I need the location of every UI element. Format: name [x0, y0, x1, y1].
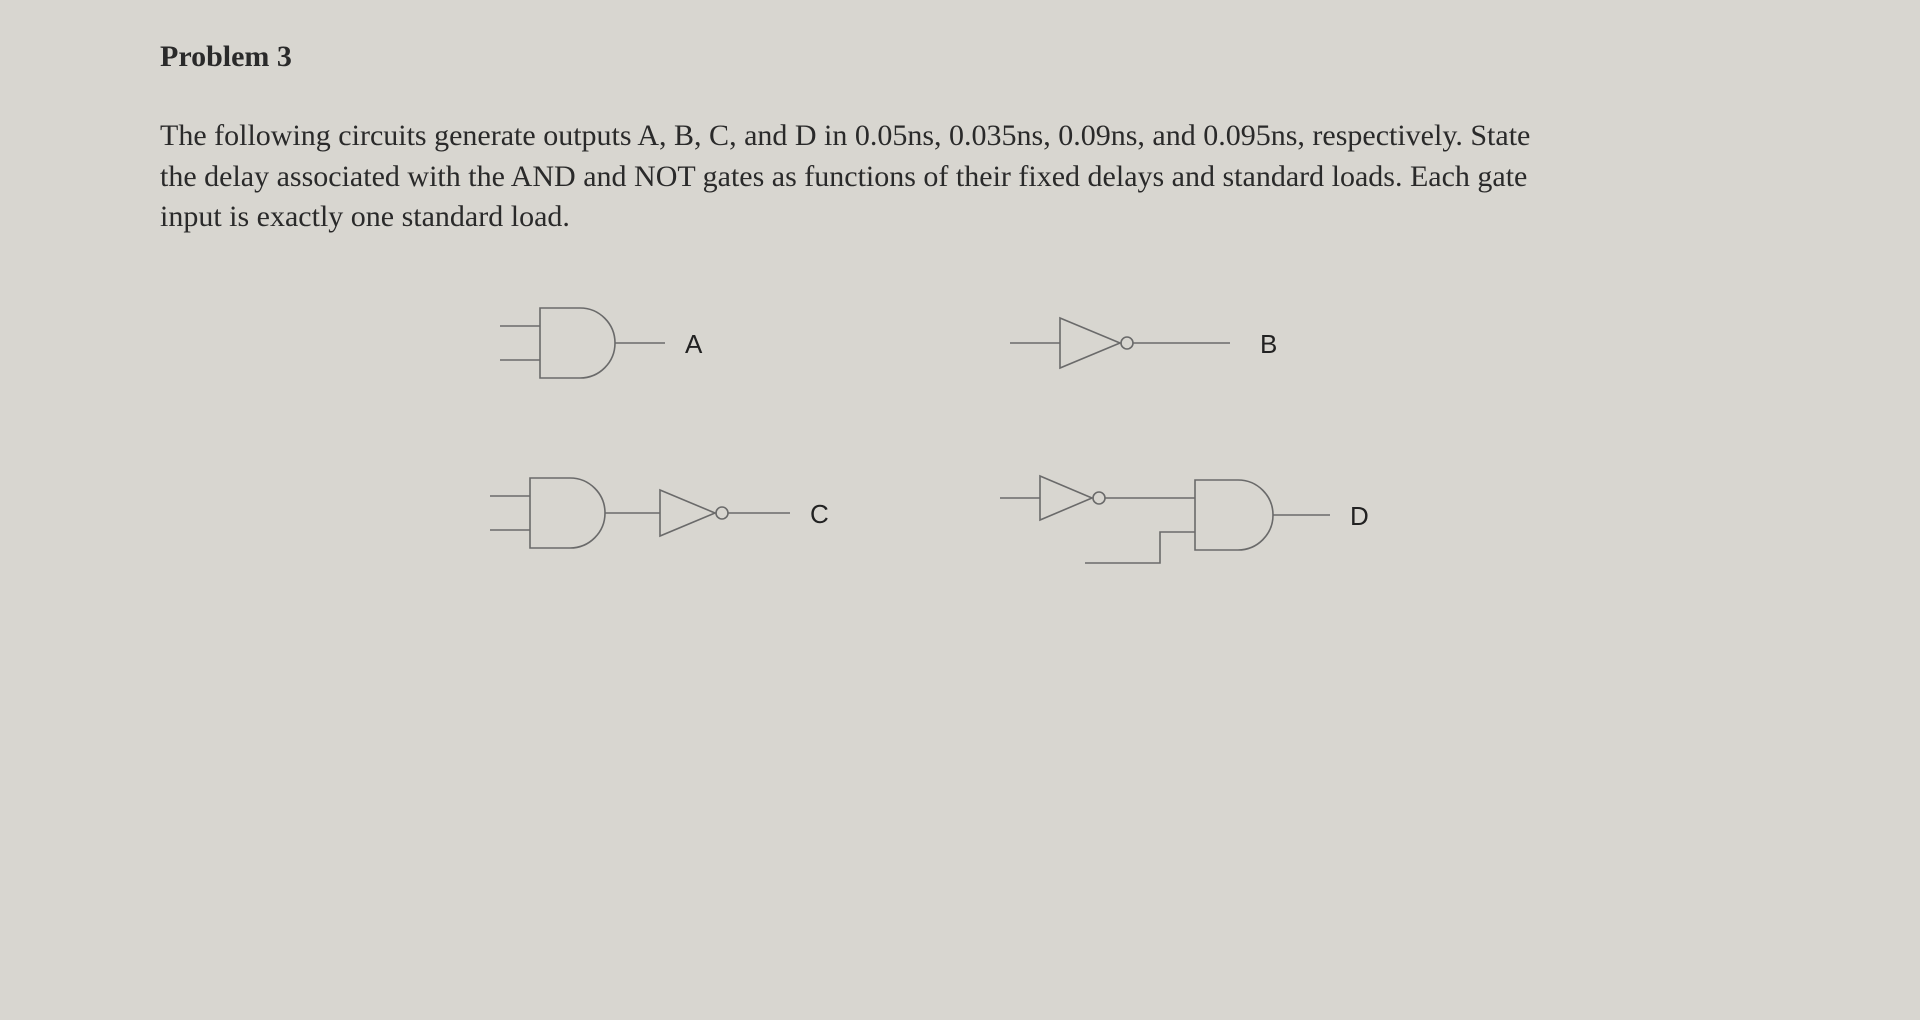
problem-heading: Problem 3 [160, 40, 1760, 74]
label-d: D [1350, 501, 1369, 531]
circuit-c: C [490, 478, 829, 548]
circuit-d: D [1000, 476, 1369, 563]
problem-page: Problem 3 The following circuits generat… [0, 0, 1920, 618]
problem-body: The following circuits generate outputs … [160, 116, 1560, 238]
circuits-svg: A B [460, 278, 1460, 618]
label-a: A [685, 329, 703, 359]
label-c: C [810, 499, 829, 529]
circuit-b: B [1010, 318, 1277, 368]
label-b: B [1260, 329, 1277, 359]
circuit-a: A [500, 308, 703, 378]
circuit-diagram: A B [460, 278, 1460, 618]
